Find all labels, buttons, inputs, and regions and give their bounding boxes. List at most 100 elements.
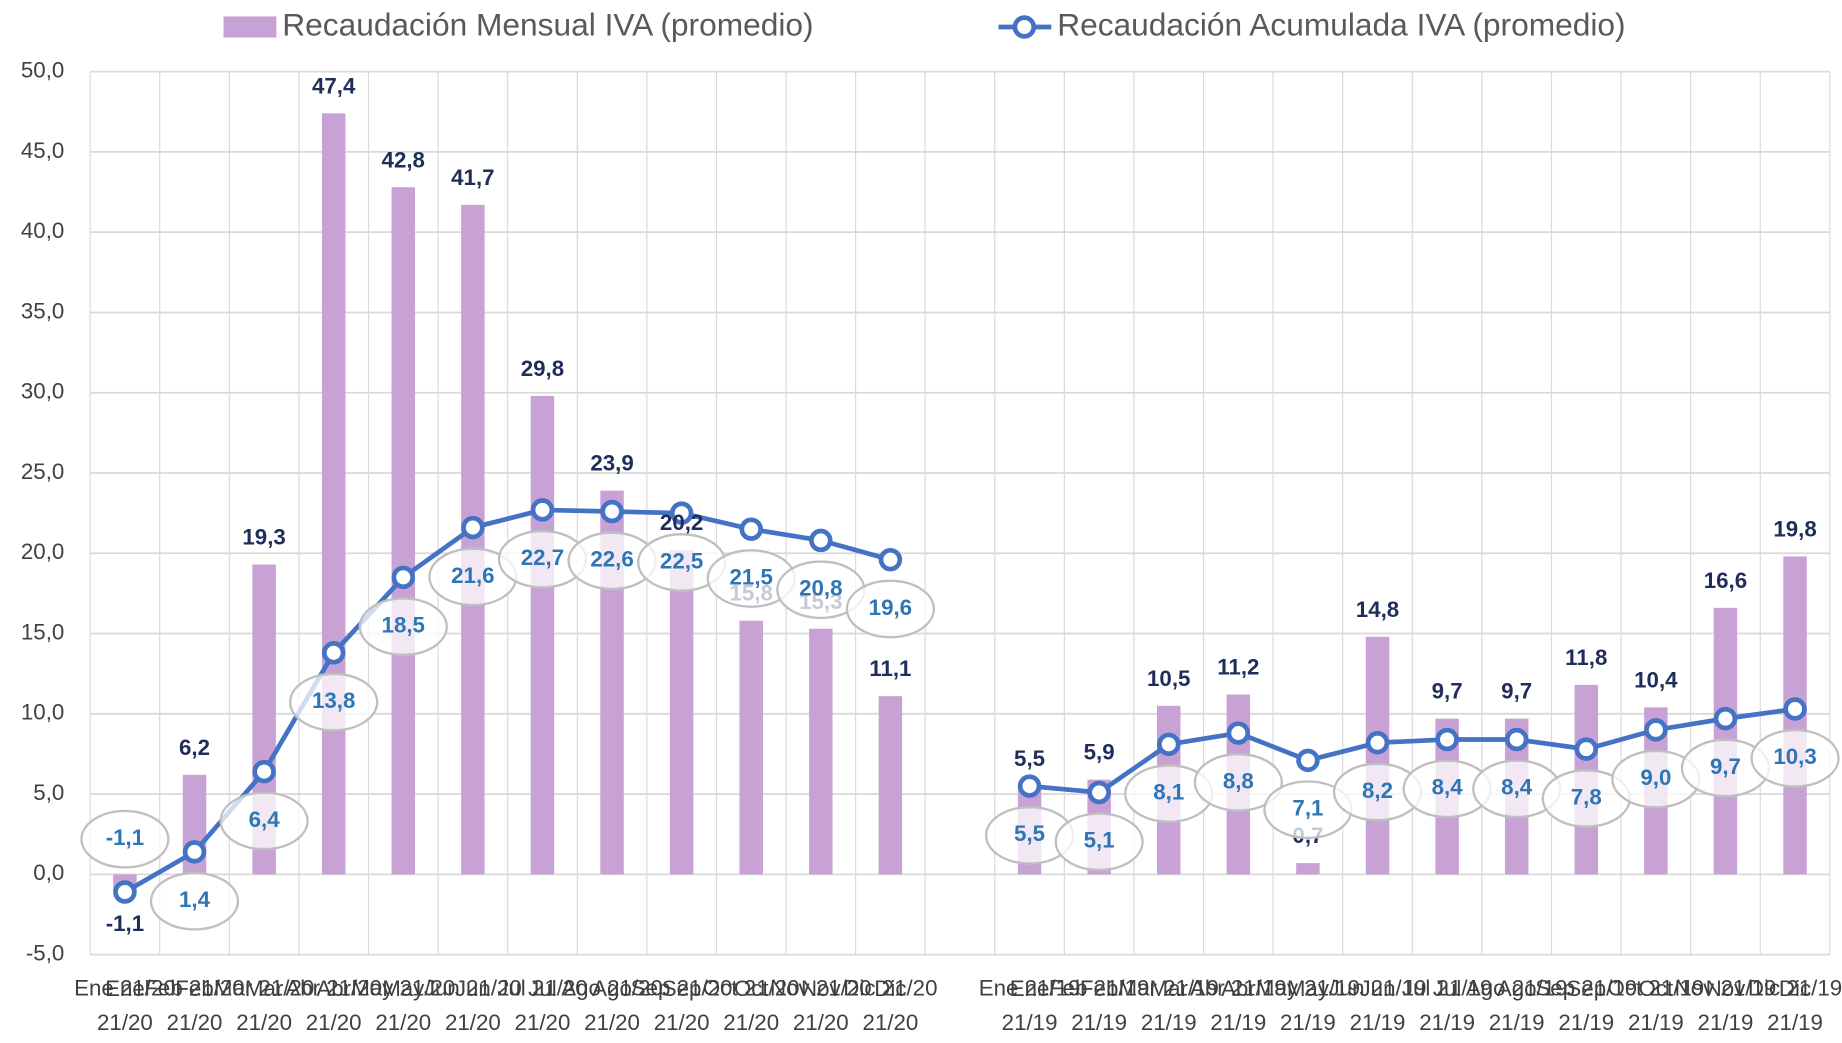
bar	[1365, 636, 1390, 875]
bar-value-label: 6,2	[179, 735, 210, 760]
x-tick-label-line: 21/20	[306, 1010, 362, 1035]
bar-value-label: 29,8	[521, 356, 564, 381]
bar-value-label: 23,9	[590, 451, 633, 476]
x-tick-label: Dic 21/20Dic 21/20	[843, 976, 937, 1035]
bar-value-label: 42,8	[382, 147, 425, 172]
line-marker	[1713, 706, 1738, 731]
line-marker	[1017, 774, 1042, 798]
label-callout	[1750, 728, 1840, 788]
line-marker	[252, 759, 276, 784]
x-tick-label-line: May	[1287, 976, 1330, 1001]
line-marker	[1087, 780, 1111, 805]
bar	[878, 696, 903, 875]
line-value-label: 8,8	[1223, 768, 1254, 793]
x-tick-label-line: 21/19	[1350, 1010, 1406, 1035]
legend-label: Recaudación Mensual IVA (promedio)	[282, 6, 813, 42]
line-value-label: 5,5	[1014, 821, 1045, 846]
line-value-label: 7,1	[1292, 796, 1323, 821]
line-marker	[1644, 718, 1668, 742]
x-tick-label-line: 21/20	[375, 1010, 431, 1035]
legend-label: Recaudación Acumulada IVA (promedio)	[1057, 6, 1625, 42]
line-value-label: 8,2	[1362, 778, 1393, 803]
bar-value-label: 11,1	[869, 656, 911, 681]
x-tick-label-line: 21/20	[654, 1010, 710, 1035]
line-marker	[321, 641, 346, 665]
x-tick-label-line: Sep	[662, 976, 702, 1001]
line-value-label: 5,1	[1084, 828, 1115, 853]
x-tick-label-line: Dic	[874, 976, 906, 1001]
line-marker	[1574, 737, 1599, 761]
x-tick-label-line: 21/19	[1141, 1010, 1197, 1035]
x-tick-label-line: Mar	[1150, 976, 1189, 1001]
bar-value-label: 9,7	[1432, 679, 1463, 704]
bar-value-label: 11,2	[1217, 655, 1259, 680]
bar-value-label: 47,4	[312, 73, 356, 98]
x-tick-label-line: Abr	[316, 976, 351, 1001]
x-tick-label-line: 21/20	[445, 1010, 501, 1035]
x-tick-label-line: Oct	[1639, 976, 1674, 1001]
label-callout	[1193, 753, 1283, 812]
x-tick-label-line: 21/19	[1071, 1010, 1127, 1035]
line-value-label: 19,6	[869, 595, 912, 620]
bar	[1296, 863, 1320, 875]
line-marker	[1504, 727, 1529, 752]
bar	[739, 620, 763, 875]
line-marker	[530, 498, 555, 522]
x-tick-label-line: Oct	[734, 976, 769, 1001]
bar	[530, 395, 555, 875]
x-tick-label-line: 21/20	[515, 1010, 571, 1035]
label-callout	[1054, 812, 1144, 872]
line-value-label: 20,8	[799, 576, 842, 601]
x-tick-label-line: 21/20	[236, 1010, 292, 1035]
line-value-label: 7,8	[1571, 784, 1602, 809]
line-value-label: 13,8	[312, 688, 355, 713]
line-marker	[809, 528, 833, 553]
line-marker	[600, 499, 624, 524]
x-tick-label-line: 21/19	[1210, 1010, 1266, 1035]
x-tick-label-line: 21/19	[1628, 1010, 1684, 1035]
y-tick-label: 45,0	[21, 138, 64, 163]
y-tick-label: -5,0	[26, 941, 64, 966]
line-value-label: 8,4	[1501, 775, 1533, 800]
bar-value-label: 10,5	[1147, 666, 1190, 691]
x-tick-label-line: 21/20	[793, 1010, 849, 1035]
legend-marker	[1012, 15, 1037, 39]
line-marker	[1226, 721, 1251, 745]
x-tick-label-line: 21/19	[1698, 1010, 1754, 1035]
x-tick-label-line: Nov	[801, 976, 842, 1001]
x-tick-label-line: Sep	[1566, 976, 1606, 1001]
line-value-label: 8,4	[1432, 775, 1464, 800]
bar-value-label: 14,8	[1356, 597, 1399, 622]
label-callout	[80, 809, 170, 869]
y-tick-label: 0,0	[33, 860, 64, 885]
bar-value-label: 16,6	[1704, 568, 1747, 593]
x-tick-label-line: Ene	[1010, 976, 1050, 1001]
x-tick-label-line: Ago	[1497, 976, 1537, 1001]
line	[1029, 706, 1796, 795]
y-tick-label: 25,0	[21, 459, 64, 484]
line-value-label: 21,5	[730, 564, 773, 589]
line-marker	[1435, 727, 1459, 752]
x-tick-label-line: 21/19	[1280, 1010, 1336, 1035]
y-tick-label: 15,0	[21, 619, 64, 644]
y-tick-label: 20,0	[21, 539, 64, 564]
legend-swatch	[223, 16, 277, 38]
line-value-label: 22,6	[590, 547, 633, 572]
x-tick-label-line: Jul	[528, 976, 557, 1001]
bar-value-label: 41,7	[451, 165, 494, 190]
x-tick-label-line: 21/19	[1002, 1010, 1058, 1035]
bar	[461, 204, 485, 875]
x-tick-label-line: Nov	[1706, 976, 1747, 1001]
line-value-label: 6,4	[249, 807, 281, 832]
bar-value-label: 11,8	[1565, 645, 1607, 670]
x-tick-label-line: Mar	[245, 976, 284, 1001]
line-marker	[1296, 748, 1320, 773]
line-value-label: 22,7	[521, 545, 564, 570]
x-tick-label-line: Feb	[1080, 976, 1118, 1001]
x-tick-label-line: Jun	[455, 976, 491, 1001]
line-value-label: 22,5	[660, 548, 703, 573]
bar-value-label: 9,7	[1501, 679, 1532, 704]
line	[123, 507, 892, 895]
x-tick-label-line: Jul	[1433, 976, 1462, 1001]
